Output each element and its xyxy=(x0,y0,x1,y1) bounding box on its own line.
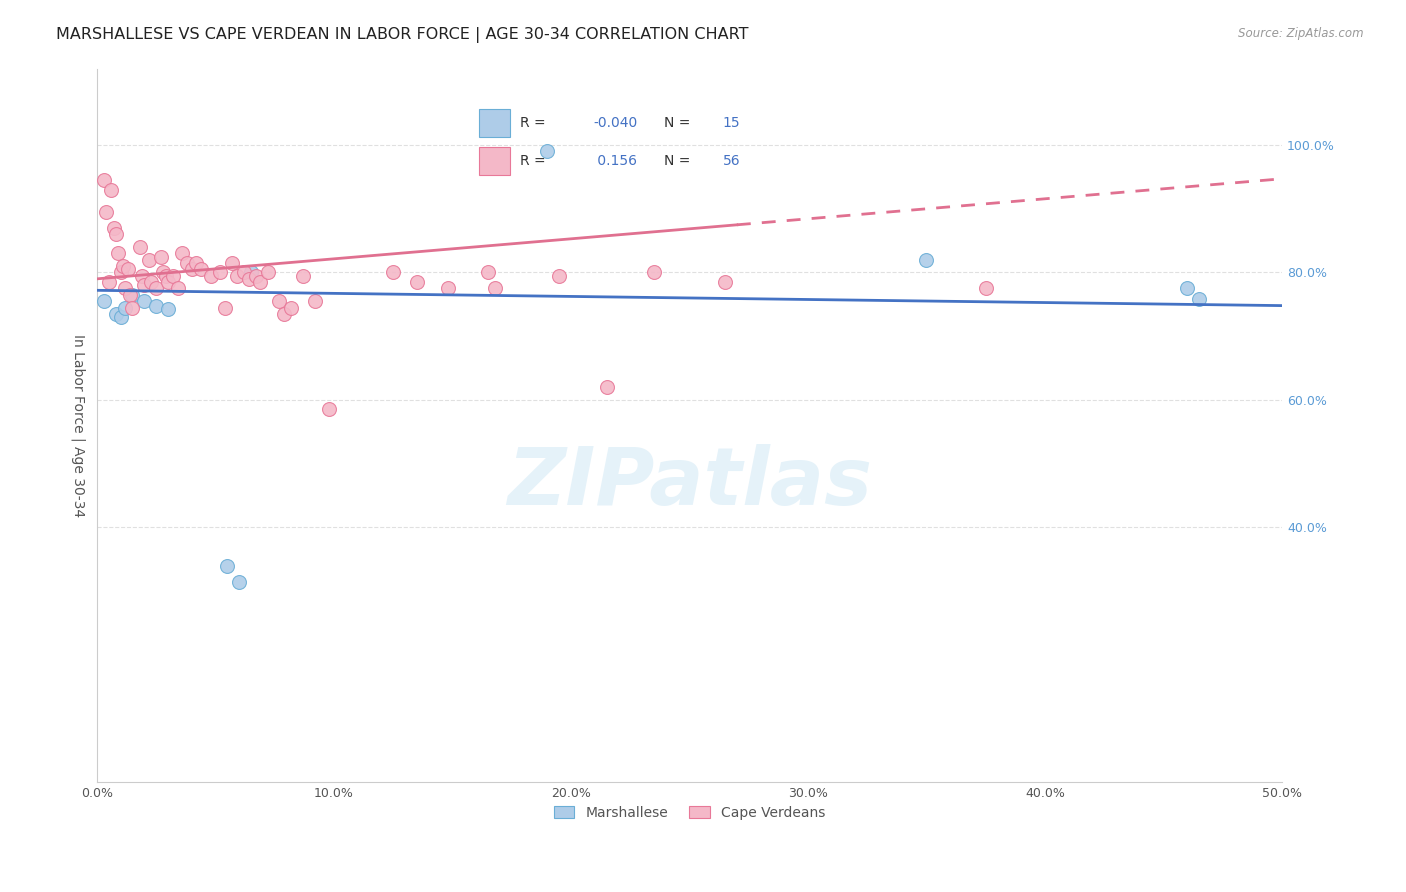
Point xyxy=(190,262,212,277)
Point xyxy=(110,265,132,279)
Point xyxy=(114,281,136,295)
Point xyxy=(249,275,271,289)
Point xyxy=(214,301,236,315)
Point xyxy=(643,265,665,279)
Point xyxy=(96,205,118,219)
Point xyxy=(134,278,156,293)
Point xyxy=(145,299,167,313)
Point xyxy=(382,265,405,279)
Point xyxy=(141,275,163,289)
Text: Source: ZipAtlas.com: Source: ZipAtlas.com xyxy=(1239,27,1364,40)
Point xyxy=(318,402,340,417)
Point xyxy=(974,281,997,295)
Point xyxy=(104,307,127,321)
Point xyxy=(157,275,180,289)
Point xyxy=(209,265,232,279)
Point xyxy=(217,558,239,573)
Point xyxy=(436,281,458,295)
Point xyxy=(97,275,120,289)
Point xyxy=(121,287,143,301)
Point xyxy=(406,275,429,289)
Point xyxy=(152,265,174,279)
Point xyxy=(238,272,260,286)
Point xyxy=(117,262,139,277)
Point xyxy=(304,294,326,309)
Point xyxy=(200,268,222,283)
Point xyxy=(162,268,184,283)
Point xyxy=(103,220,125,235)
Point xyxy=(714,275,737,289)
Point xyxy=(228,574,250,589)
Point xyxy=(134,294,156,309)
Point xyxy=(536,145,558,159)
Point xyxy=(111,259,134,273)
Point xyxy=(93,294,115,309)
Point xyxy=(155,268,177,283)
Point xyxy=(1188,292,1211,306)
Point xyxy=(107,246,129,260)
Text: MARSHALLESE VS CAPE VERDEAN IN LABOR FORCE | AGE 30-34 CORRELATION CHART: MARSHALLESE VS CAPE VERDEAN IN LABOR FOR… xyxy=(56,27,749,43)
Point xyxy=(176,256,198,270)
Point xyxy=(292,268,315,283)
Point xyxy=(121,301,143,315)
Point xyxy=(180,262,202,277)
Point xyxy=(273,307,295,321)
Point xyxy=(100,183,122,197)
Point xyxy=(484,281,506,295)
Legend: Marshallese, Cape Verdeans: Marshallese, Cape Verdeans xyxy=(548,800,831,825)
Point xyxy=(166,281,188,295)
Point xyxy=(915,252,938,267)
Point xyxy=(145,281,167,295)
Point xyxy=(120,287,142,301)
Y-axis label: In Labor Force | Age 30-34: In Labor Force | Age 30-34 xyxy=(72,334,86,517)
Point xyxy=(240,265,263,279)
Point xyxy=(269,294,291,309)
Point xyxy=(221,256,243,270)
Point xyxy=(128,240,150,254)
Point xyxy=(477,265,499,279)
Point xyxy=(225,268,247,283)
Point xyxy=(232,265,254,279)
Point xyxy=(104,227,127,242)
Point xyxy=(245,268,267,283)
Point xyxy=(110,310,132,324)
Point xyxy=(280,301,302,315)
Point xyxy=(172,246,194,260)
Text: ZIPatlas: ZIPatlas xyxy=(508,443,872,522)
Point xyxy=(138,252,160,267)
Point xyxy=(595,380,617,394)
Point xyxy=(131,268,153,283)
Point xyxy=(1175,281,1198,295)
Point xyxy=(149,250,172,264)
Point xyxy=(548,268,571,283)
Point xyxy=(186,256,208,270)
Point xyxy=(114,301,136,315)
Point xyxy=(93,173,115,187)
Point xyxy=(256,265,278,279)
Point xyxy=(157,302,180,317)
